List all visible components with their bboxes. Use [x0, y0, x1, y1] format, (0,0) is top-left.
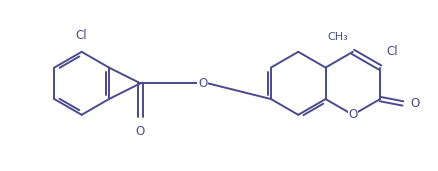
Text: Cl: Cl	[386, 45, 397, 58]
Text: Cl: Cl	[76, 29, 87, 42]
Text: O: O	[198, 77, 207, 90]
Text: O: O	[135, 125, 145, 138]
Text: O: O	[347, 108, 357, 121]
Text: O: O	[410, 97, 419, 110]
Text: CH₃: CH₃	[327, 32, 348, 42]
